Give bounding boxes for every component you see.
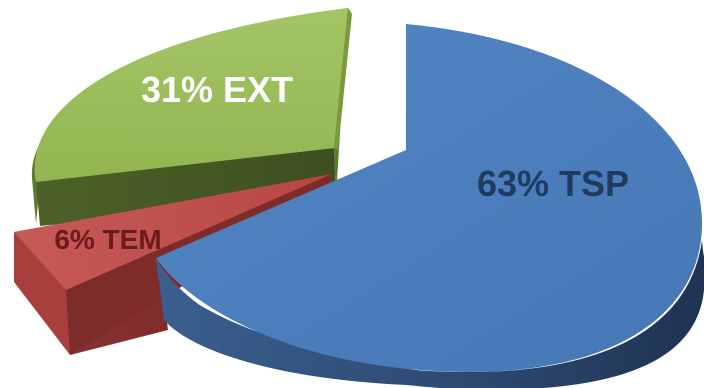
- slice-ext-top: [34, 8, 348, 182]
- slice-label-tsp: 63% TSP: [477, 163, 629, 204]
- slice-tem-front: [14, 232, 70, 355]
- slice-tsp: [156, 24, 704, 388]
- slice-tsp-top: [156, 24, 703, 372]
- slice-tsp-side-fill: [156, 240, 704, 387]
- slice-tem-top: [14, 174, 332, 290]
- slice-ext: [31, 8, 352, 226]
- slice-label-ext: 31% EXT: [141, 69, 293, 110]
- slice-ext-inner-face: [36, 148, 336, 226]
- slice-label-tem: 6% TEM: [54, 224, 161, 255]
- slice-ext-edge: [334, 8, 352, 150]
